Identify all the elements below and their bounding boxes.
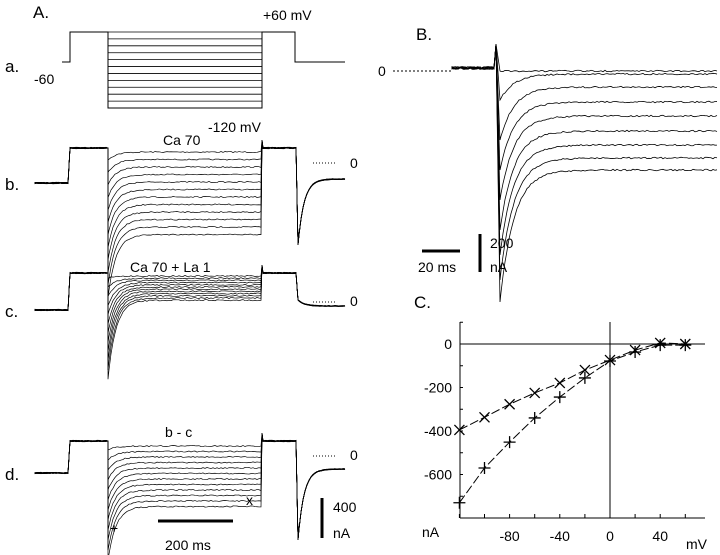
x-tick-label: 40 xyxy=(652,528,668,544)
panel-a-label: A. xyxy=(33,3,49,22)
traces-ca70-la1 xyxy=(34,264,346,380)
protocol-outline xyxy=(62,31,345,109)
current-trace xyxy=(34,264,346,380)
current-trace xyxy=(34,139,346,246)
current-trace xyxy=(34,432,346,541)
series-line xyxy=(458,344,686,504)
x-marker xyxy=(504,398,516,410)
current-scale-value: 400 xyxy=(333,499,357,515)
current-trace xyxy=(451,43,718,141)
x-marker xyxy=(554,377,566,389)
marker-x: x xyxy=(246,492,253,508)
current-trace xyxy=(34,139,346,246)
traces-difference xyxy=(34,432,346,555)
row-c-label: c. xyxy=(5,302,18,321)
y-tick-label: -200 xyxy=(424,380,452,396)
panel-c-label: C. xyxy=(414,293,431,312)
marker-plus: + xyxy=(110,520,118,536)
plus-marker xyxy=(679,339,692,352)
current-trace xyxy=(34,139,346,246)
traces-ca70 xyxy=(34,139,346,298)
current-trace xyxy=(34,264,346,343)
current-trace xyxy=(451,43,718,303)
series-line xyxy=(459,342,686,431)
row-d-zero: 0 xyxy=(350,447,358,463)
row-d-title: b - c xyxy=(165,424,192,440)
x-marker xyxy=(479,411,490,423)
row-a-label: a. xyxy=(5,57,19,76)
y-tick-label: 0 xyxy=(444,336,452,352)
y-axis-unit: nA xyxy=(422,524,440,540)
row-b-title: Ca 70 xyxy=(163,132,201,148)
plus-marker xyxy=(478,461,491,474)
holding-potential-label: -60 xyxy=(34,71,54,87)
plus-marker xyxy=(453,496,466,509)
current-trace xyxy=(34,139,346,273)
row-c-title: Ca 70 + La 1 xyxy=(130,259,211,275)
current-trace xyxy=(34,264,346,334)
row-d-label: d. xyxy=(5,465,19,484)
current-trace xyxy=(34,139,346,248)
voltage-protocol xyxy=(62,31,345,109)
current-trace xyxy=(451,43,718,256)
current-trace xyxy=(34,139,346,298)
current-trace xyxy=(34,139,346,246)
x-tick-label: 0 xyxy=(606,528,614,544)
iv-plot: -80 -40 0 400-200-400-600 xyxy=(424,321,705,544)
current-trace xyxy=(34,264,346,361)
current-trace xyxy=(34,432,346,541)
time-scale-label: 200 ms xyxy=(165,537,211,553)
panel-b-zero: 0 xyxy=(378,63,386,79)
y-tick-label: -400 xyxy=(424,423,452,439)
current-scale-unit: nA xyxy=(333,525,351,541)
bottom-potential-label: -120 mV xyxy=(208,119,262,135)
current-trace xyxy=(34,432,346,541)
x-marker xyxy=(529,387,541,399)
plus-marker xyxy=(604,354,616,367)
plus-marker xyxy=(553,391,566,404)
plus-marker xyxy=(654,339,667,352)
current-trace xyxy=(34,139,346,246)
current-trace xyxy=(34,432,346,541)
row-c-zero: 0 xyxy=(350,293,358,309)
current-trace xyxy=(34,432,346,541)
traces-expanded xyxy=(451,43,718,303)
y-tick-label: -600 xyxy=(424,467,452,483)
x-marker xyxy=(579,364,591,376)
plus-marker xyxy=(578,371,591,384)
top-potential-label: +60 mV xyxy=(263,7,312,23)
x-tick-label: -40 xyxy=(550,528,570,544)
current-trace xyxy=(34,432,346,541)
row-b-zero: 0 xyxy=(350,155,358,171)
current-trace xyxy=(34,432,346,555)
time-scale-label: 20 ms xyxy=(418,259,456,275)
current-trace xyxy=(34,432,346,541)
plus-marker xyxy=(503,436,516,449)
current-scale-unit: nA xyxy=(490,259,508,275)
panel-b-label: B. xyxy=(416,25,432,44)
current-trace xyxy=(34,432,346,541)
current-trace xyxy=(34,432,346,541)
current-trace xyxy=(34,139,346,246)
current-scale-value: 200 xyxy=(490,235,514,251)
current-trace xyxy=(34,432,346,541)
plus-marker xyxy=(528,411,541,424)
x-axis-unit: mV xyxy=(686,536,708,552)
plus-marker xyxy=(629,346,642,359)
row-b-label: b. xyxy=(5,175,19,194)
current-trace xyxy=(451,43,718,171)
current-trace xyxy=(34,139,346,246)
x-marker xyxy=(453,424,465,436)
x-tick-label: -80 xyxy=(499,528,519,544)
